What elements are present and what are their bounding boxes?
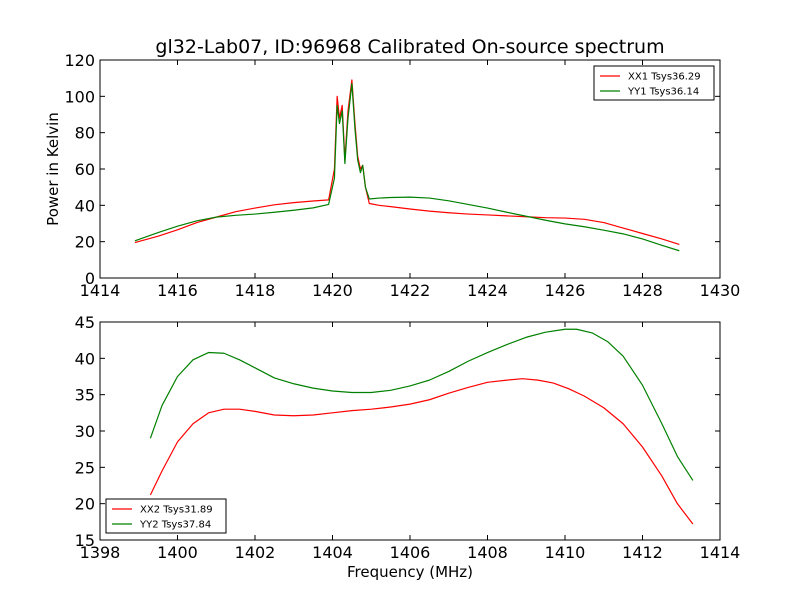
x-tick-label: 1428	[622, 281, 663, 300]
x-tick-label: 1418	[235, 281, 276, 300]
y-axis-label: Power in Kelvin	[44, 112, 62, 226]
x-tick-label: 1404	[312, 543, 353, 562]
y-tick-label: 0	[85, 269, 95, 288]
legend-entry: YY1 Tsys36.14	[627, 87, 699, 98]
legend: XX1 Tsys36.29 YY1 Tsys36.14	[593, 65, 715, 101]
x-axis-label: Frequency (MHz)	[347, 563, 473, 581]
y-tick-label: 20	[75, 495, 95, 514]
y-tick-label: 80	[75, 124, 95, 143]
x-tick-label: 1430	[700, 281, 741, 300]
y-tick-label: 15	[75, 531, 95, 550]
y-tick-label: 25	[75, 458, 95, 477]
x-tick-label: 1414	[700, 543, 741, 562]
y-tick-label: 30	[75, 422, 95, 441]
legend-box	[105, 498, 227, 534]
series-line-yy1	[134, 83, 680, 252]
y-tick-label: 100	[64, 87, 95, 106]
y-tick-label: 20	[75, 233, 95, 252]
x-tick-label: 1408	[467, 543, 508, 562]
chart-panel-1: 1414 1416 1418 1420 1422 1424 1426 1428 1430 0 20 4…	[44, 36, 740, 300]
x-tick-label: 1406	[390, 543, 431, 562]
series-line-xx2	[149, 378, 694, 525]
y-tick-label: 40	[75, 349, 95, 368]
x-tick-label: 1420	[312, 281, 353, 300]
chart-panel-2: 1398 1400 1402 1404 1406 1408 1410 1412 1414 15 20…	[75, 313, 741, 581]
legend-entry: YY2 Tsys37.84	[139, 520, 211, 531]
y-tick-label: 60	[75, 160, 95, 179]
legend-entry: XX1 Tsys36.29	[628, 72, 701, 83]
legend-box	[593, 65, 715, 101]
x-tick-label: 1410	[545, 543, 586, 562]
legend-entry: XX2 Tsys31.89	[140, 505, 213, 516]
x-tick-label: 1422	[390, 281, 431, 300]
x-tick-label: 1402	[235, 543, 276, 562]
y-tick-label: 45	[75, 313, 95, 332]
x-tick-label: 1398	[80, 543, 121, 562]
y-tick-label: 120	[64, 51, 95, 70]
x-tick-label: 1412	[622, 543, 663, 562]
legend: XX2 Tsys31.89 YY2 Tsys37.84	[105, 498, 227, 534]
series-line-yy2	[149, 328, 694, 481]
chart-title: gl32-Lab07, ID:96968 Calibrated On-sourc…	[155, 36, 664, 58]
x-tick-label: 1424	[467, 281, 508, 300]
x-tick-label: 1414	[80, 281, 121, 300]
x-tick-label: 1426	[545, 281, 586, 300]
x-tick-label: 1416	[157, 281, 198, 300]
x-tick-label: 1400	[157, 543, 198, 562]
series-line-xx1	[134, 79, 680, 245]
y-tick-label: 35	[75, 386, 95, 405]
y-tick-label: 40	[75, 196, 95, 215]
